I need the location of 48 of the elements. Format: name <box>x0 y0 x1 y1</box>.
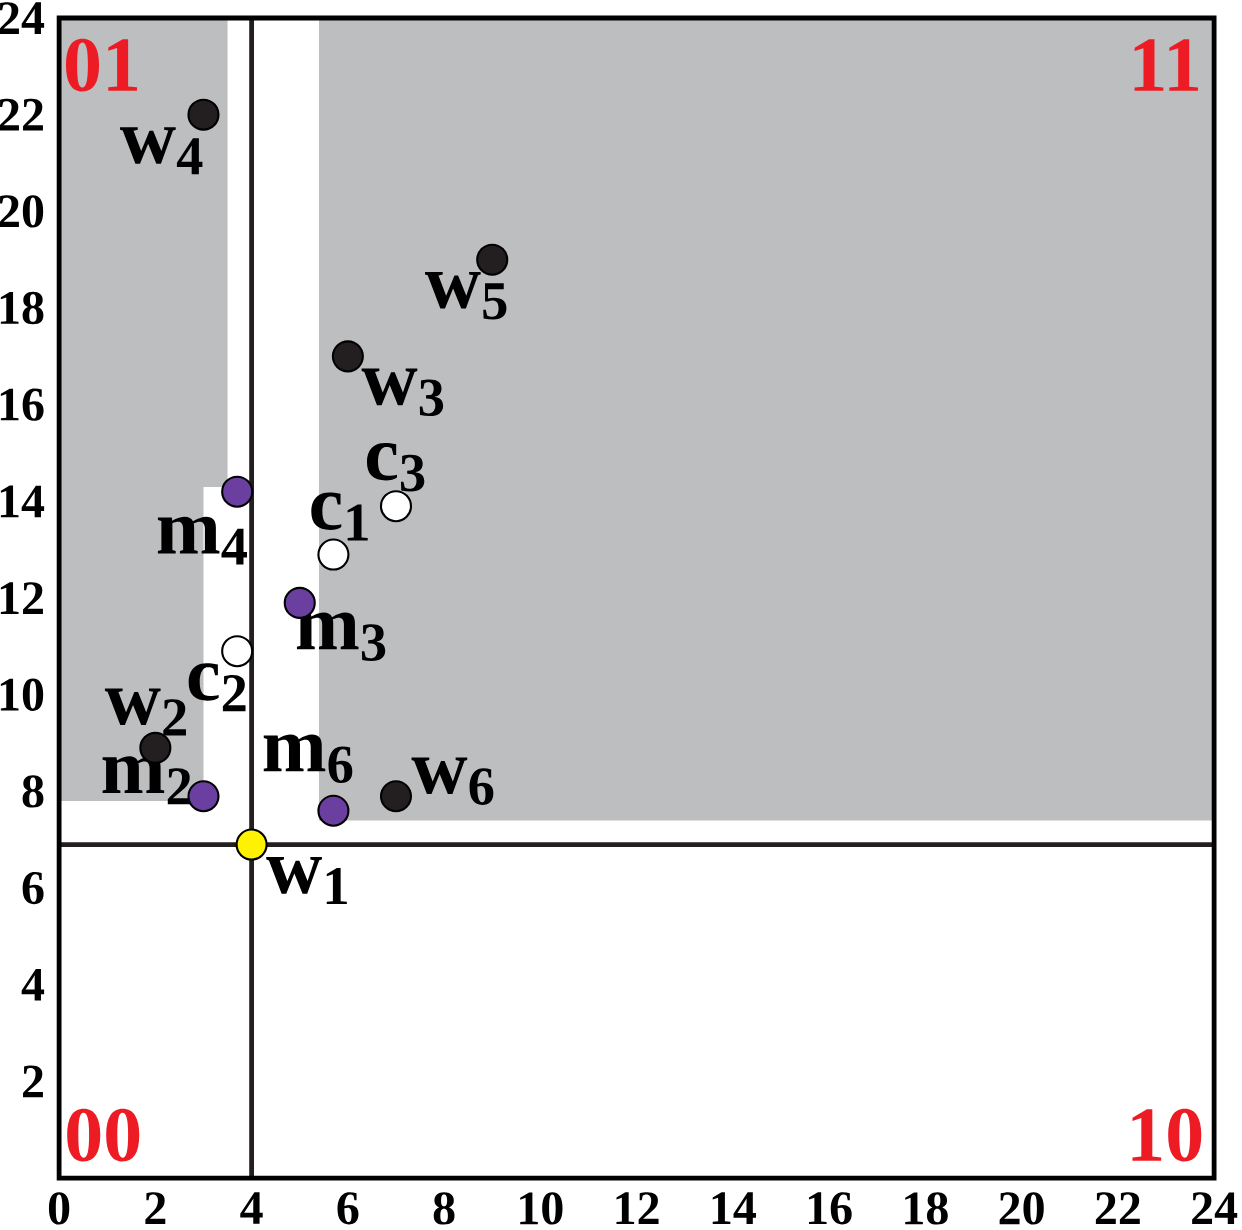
y-tick-label: 6 <box>22 871 44 905</box>
y-tick-label: 24 <box>0 2 45 34</box>
y-tick-label: 8 <box>22 775 44 808</box>
y-tick-label: 18 <box>0 291 44 325</box>
point <box>221 475 254 508</box>
annotation: c$_{1}$ <box>311 492 368 541</box>
y-tick-label: 4 <box>21 968 45 1001</box>
annotation: m$_{3}$ <box>296 612 386 662</box>
x-tick-label: 16 <box>808 1192 852 1225</box>
y-tick-label: 16 <box>0 388 44 421</box>
point <box>235 828 268 861</box>
x-tick-label: 10 <box>520 1192 563 1225</box>
annotation: 11 <box>1134 39 1199 91</box>
annotation: w$_{6}$ <box>411 757 494 805</box>
y-tick-label: 20 <box>0 195 44 228</box>
annotation: 10 <box>1132 1108 1202 1162</box>
annotation: w$_{5}$ <box>425 271 507 320</box>
annotation: 01 <box>65 38 137 92</box>
annotation: w$_{4}$ <box>120 127 203 175</box>
x-tick-label: 22 <box>1095 1192 1140 1224</box>
x-tick-label: 2 <box>145 1192 166 1224</box>
y-tick-label: 2 <box>23 1065 43 1098</box>
annotation: w$_{1}$ <box>266 857 347 905</box>
x-tick-label: 14 <box>712 1192 756 1224</box>
annotation: 00 <box>67 1108 140 1162</box>
x-tick-label: 4 <box>240 1192 263 1224</box>
annotation: c$_{2}$ <box>188 663 246 712</box>
x-tick-label: 8 <box>433 1192 455 1225</box>
annotation: c$_{3}$ <box>366 442 425 492</box>
y-tick-label: 22 <box>0 98 43 131</box>
point <box>187 98 220 131</box>
x-tick-label: 12 <box>616 1192 659 1224</box>
x-tick-label: 0 <box>48 1192 70 1225</box>
x-tick-label: 20 <box>999 1192 1044 1225</box>
x-tick-label: 24 <box>1192 1192 1238 1224</box>
annotation: w$_{3}$ <box>361 368 444 417</box>
x-tick-label: 18 <box>905 1192 948 1225</box>
y-tick-label: 14 <box>0 485 45 518</box>
point <box>317 794 350 827</box>
point <box>221 635 254 668</box>
point <box>379 780 413 813</box>
y-tick-label: 12 <box>0 582 43 614</box>
annotation: w$_{2}$ <box>104 688 186 736</box>
annotation: m$_{6}$ <box>263 734 353 784</box>
annotation: m$_{4}$ <box>157 516 248 565</box>
point <box>379 490 413 523</box>
y-tick-label: 10 <box>0 678 44 711</box>
x-tick-label: 6 <box>337 1192 359 1225</box>
